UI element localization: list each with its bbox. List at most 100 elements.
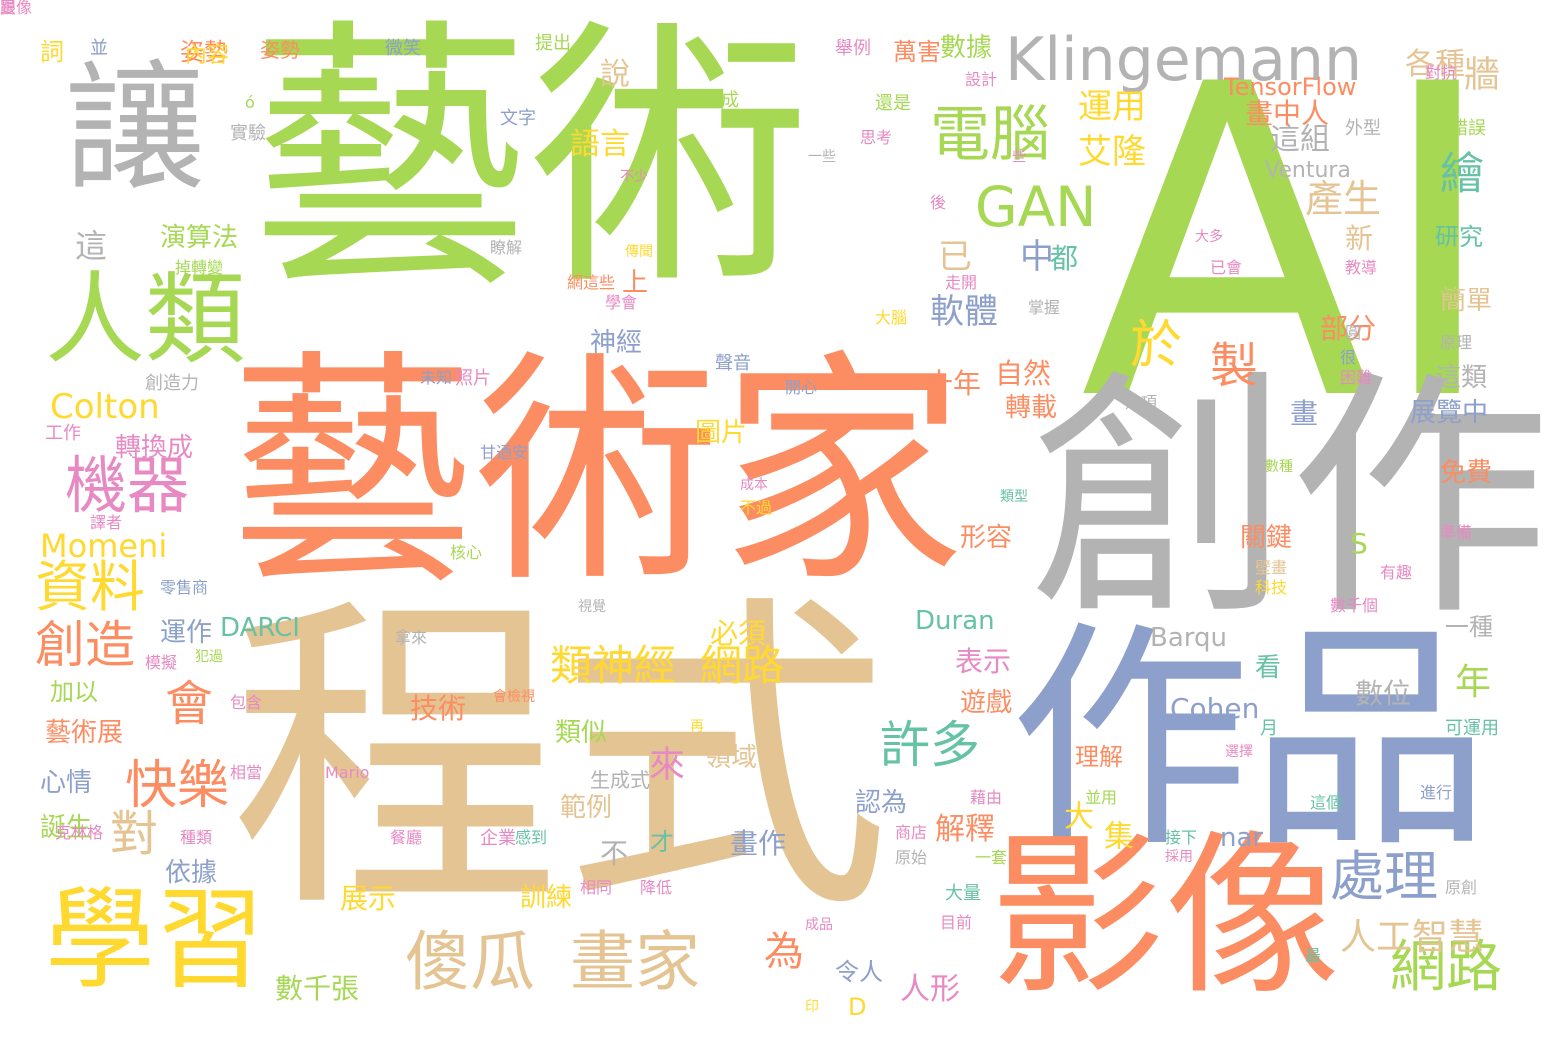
cloud-word: 這類 — [1435, 363, 1488, 393]
cloud-word: 牆 — [1458, 55, 1499, 91]
cloud-word: 企業 — [480, 828, 516, 849]
cloud-word: 軟體 — [930, 292, 998, 332]
cloud-word: é — [580, 99, 589, 115]
cloud-word: 傻瓜 — [405, 925, 536, 1000]
cloud-word: 克林格 — [55, 823, 104, 842]
cloud-word: 運用 — [1078, 87, 1146, 127]
cloud-word: 微笑 — [385, 38, 421, 59]
cloud-word: nar — [1220, 823, 1264, 853]
cloud-word: Klingemann — [1005, 25, 1362, 95]
cloud-word: 並用 — [1085, 788, 1118, 807]
cloud-word: 產生 — [1305, 177, 1382, 221]
cloud-word: 藝術 — [250, 0, 810, 323]
cloud-word: 核心 — [450, 543, 483, 562]
cloud-word: 形容 — [960, 523, 1013, 553]
cloud-word: 採用 — [1165, 849, 1193, 865]
cloud-word: 資料 — [35, 555, 146, 619]
cloud-word: 再 — [690, 719, 704, 735]
cloud-word: 畫中人 — [1245, 97, 1330, 130]
cloud-word: 技術 — [410, 692, 467, 725]
cloud-word: 藝術展 — [45, 718, 124, 748]
cloud-word: 免費 — [1440, 458, 1493, 488]
cloud-word: 類型 — [1000, 489, 1028, 505]
cloud-word: 年 — [1455, 662, 1492, 703]
cloud-word: 接下 — [1165, 828, 1198, 847]
cloud-word: 網路 — [1390, 935, 1502, 1000]
cloud-word: 必須 — [710, 617, 767, 650]
cloud-word: 萬害 — [893, 38, 941, 66]
cloud-word: 感到 — [515, 828, 548, 847]
cloud-word: 畫作 — [730, 827, 787, 860]
cloud-word: 傳聞 — [625, 244, 653, 260]
cloud-word: 包含 — [230, 693, 263, 712]
cloud-word: 程式 — [230, 568, 890, 952]
cloud-word: 藉由 — [970, 788, 1003, 807]
cloud-word: 姿勢 — [180, 38, 228, 66]
cloud-word: D — [848, 993, 867, 1021]
cloud-word: 瞭解 — [490, 238, 523, 257]
cloud-word: 科技 — [1255, 578, 1288, 597]
cloud-word: 實驗 — [230, 123, 266, 144]
cloud-word: S — [1350, 527, 1368, 560]
cloud-word: 甘迺安 — [480, 443, 529, 462]
cloud-word: 掉轉變 — [175, 258, 224, 277]
cloud-word: 曼 — [0, 0, 17, 17]
cloud-word: 誕生 — [40, 813, 93, 843]
cloud-word: 對 — [110, 806, 159, 862]
cloud-word: 照片 — [455, 368, 491, 389]
cloud-word: 可運用 — [1445, 718, 1499, 739]
cloud-word: 印 — [805, 999, 819, 1015]
cloud-word: 原創 — [1445, 878, 1478, 897]
cloud-word: 人工智慧 — [1340, 917, 1485, 958]
cloud-word: 類神經 — [550, 641, 677, 690]
cloud-word: 展示 — [340, 882, 397, 915]
cloud-word: 上 — [622, 268, 649, 298]
cloud-word: 數位 — [1355, 677, 1412, 710]
cloud-word: DARCI — [220, 613, 300, 643]
cloud-word: 遊戲 — [960, 688, 1013, 718]
cloud-word: 處理 — [1330, 845, 1438, 908]
cloud-word: 選擇 — [1225, 744, 1253, 760]
cloud-word: 文字 — [500, 108, 536, 129]
cloud-word: 成品 — [805, 917, 833, 933]
cloud-word: 不少 — [620, 169, 648, 185]
cloud-word: 依據 — [165, 858, 218, 888]
cloud-word: 網路 — [700, 641, 785, 690]
cloud-word: Cohen — [1170, 692, 1260, 725]
cloud-word: 範例 — [560, 793, 613, 823]
cloud-word: 些 — [1012, 149, 1026, 165]
cloud-word: 跟像 — [0, 0, 33, 17]
cloud-word: 機器 — [65, 449, 190, 522]
cloud-word: Colton — [50, 387, 160, 427]
cloud-word: 這項 — [1125, 393, 1158, 412]
cloud-word: 思考 — [860, 128, 893, 147]
cloud-word: 種類 — [180, 828, 213, 847]
cloud-word: 有趣 — [1380, 563, 1413, 582]
cloud-word: GAN — [975, 175, 1097, 239]
cloud-word: 轉換成 — [115, 433, 194, 463]
cloud-word: 不 — [600, 837, 629, 870]
cloud-word: 已 — [938, 237, 972, 277]
cloud-word: Barqu — [1150, 623, 1227, 653]
cloud-word: 簡單 — [1440, 286, 1493, 316]
cloud-word: 語言 — [570, 127, 630, 162]
cloud-word: 創造 — [35, 616, 135, 674]
cloud-word: 創造力 — [145, 373, 199, 394]
cloud-word: 於 — [1130, 316, 1183, 376]
cloud-word: 設計 — [965, 70, 998, 89]
cloud-word: 拿來 — [395, 628, 428, 647]
cloud-word: 人形 — [900, 972, 960, 1007]
cloud-word: 數千張 — [275, 972, 360, 1005]
cloud-word: Duran — [915, 606, 995, 636]
cloud-word: 快樂 — [125, 756, 230, 816]
cloud-word: 讓 — [65, 48, 206, 211]
cloud-word: TensorFlow — [1224, 73, 1357, 101]
cloud-word: 姿勢 — [260, 38, 300, 62]
cloud-word: 工作 — [45, 423, 81, 444]
cloud-word: 來 — [643, 745, 684, 781]
cloud-word: 數據 — [940, 33, 993, 63]
cloud-word: 原始 — [895, 848, 928, 867]
cloud-word: 模擬 — [145, 653, 178, 672]
cloud-word: 譯者 — [90, 513, 123, 532]
